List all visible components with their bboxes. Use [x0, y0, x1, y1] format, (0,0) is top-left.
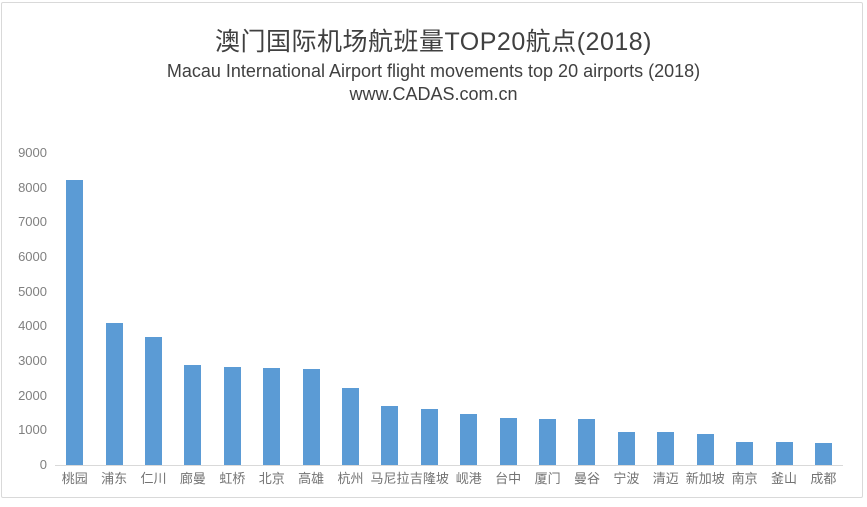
bar-slot: [410, 153, 449, 465]
category-label: 台中: [495, 471, 522, 486]
y-axis: 0 1000 2000 3000 4000 5000 6000 7000 8000 9000: [0, 146, 47, 472]
category-label: 马尼拉: [370, 471, 410, 486]
bar-slot: [55, 153, 94, 465]
y-tick-label: 4000: [18, 318, 47, 334]
bar-slot: [764, 153, 803, 465]
bar-北京: [263, 368, 281, 465]
y-tick-label: 0: [39, 457, 47, 472]
bar-slot: [804, 153, 843, 465]
y-tick-label: 2000: [18, 387, 47, 403]
y-tick-label: 5000: [18, 283, 47, 299]
category-label: 釜山: [771, 471, 798, 486]
category-label: 清迈: [652, 471, 679, 486]
bar-马尼拉: [381, 406, 399, 465]
bar-台中: [499, 418, 517, 465]
x-axis-labels: 桃园 浦东 仁川 廊曼 虹桥 北京 高雄 杭州 马尼拉 吉隆坡 岘港 台中 厦门 曼谷 宁波 清迈 新加坡 南京釜…: [55, 471, 843, 487]
category-label: 廊曼: [179, 471, 206, 486]
bar-slot: [291, 153, 330, 465]
bar-宁波: [617, 432, 635, 465]
bar-南京: [736, 442, 754, 465]
chart-title: 澳门国际机场航班量TOP20航点(2018): [214, 28, 652, 56]
bar-吉隆坡: [420, 409, 438, 465]
bar-slot: [725, 153, 764, 465]
bar-岘港: [460, 414, 478, 465]
bar-釜山: [775, 442, 793, 465]
bar-高雄: [302, 369, 320, 465]
category-label: 曼谷: [573, 471, 600, 486]
bar-slot: [94, 153, 133, 465]
x-axis-line: [55, 465, 843, 466]
category-label: 仁川: [140, 471, 167, 486]
bar-成都: [814, 443, 832, 465]
y-tick-label: 9000: [18, 145, 47, 160]
y-tick-label: 6000: [18, 249, 47, 264]
bar-slot: [370, 153, 409, 465]
bar-厦门: [539, 419, 557, 465]
category-label: 吉隆坡: [409, 471, 449, 486]
bar-浦东: [105, 323, 123, 465]
bar-虹桥: [223, 367, 241, 465]
category-label: 成都: [810, 471, 837, 486]
bar-slot: [134, 153, 173, 465]
bar-廊曼: [184, 365, 202, 465]
bar-slot: [607, 153, 646, 465]
category-label: 虹桥: [219, 471, 246, 486]
category-label: 浦东: [101, 471, 128, 486]
bar-slot: [252, 153, 291, 465]
bar-slot: [488, 153, 527, 465]
category-label: 桃园: [61, 471, 88, 486]
y-tick-label: 8000: [18, 179, 47, 195]
bar-清迈: [657, 432, 675, 465]
bar-杭州: [342, 388, 360, 465]
bar-slot: [213, 153, 252, 465]
bar-仁川: [145, 337, 163, 465]
category-label: 新加坡: [685, 471, 725, 486]
y-tick-label: 3000: [18, 353, 47, 368]
chart-subtitle: Macau International Airport flight movem…: [166, 61, 701, 81]
y-tick-label: 7000: [18, 214, 47, 230]
y-tick-label: 1000: [18, 422, 47, 438]
category-label: 高雄: [298, 471, 325, 486]
category-label: 杭州: [337, 471, 364, 486]
category-label: 宁波: [613, 471, 640, 486]
category-label: 厦门: [534, 471, 561, 486]
bar-桃园: [66, 180, 84, 465]
bar-slot: [567, 153, 606, 465]
category-label: 北京: [258, 471, 285, 486]
category-label: 岘港: [455, 471, 482, 486]
bar-slot: [173, 153, 212, 465]
bar-新加坡: [696, 434, 714, 465]
bar-slot: [528, 153, 567, 465]
watermark-url: www.CADAS.com.cn: [349, 84, 518, 104]
bar-slot: [331, 153, 370, 465]
bar-slot: [686, 153, 725, 465]
bar-slot: [449, 153, 488, 465]
category-label: 南京: [731, 471, 758, 486]
bar-曼谷: [578, 419, 596, 465]
plot-area: [55, 153, 843, 465]
bar-slot: [646, 153, 685, 465]
